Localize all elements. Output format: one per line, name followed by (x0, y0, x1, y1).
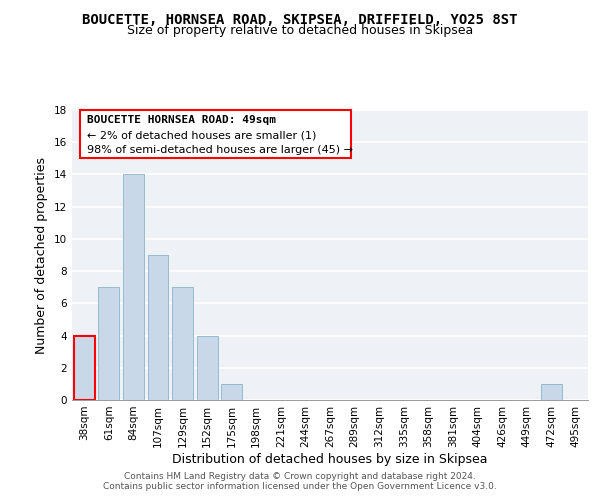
Bar (123, 174, 144, 400)
Bar (74, 336, 95, 400)
X-axis label: Distribution of detached houses by size in Skipsea: Distribution of detached houses by size … (172, 452, 488, 466)
Text: ← 2% of detached houses are smaller (1): ← 2% of detached houses are smaller (1) (88, 130, 317, 140)
Text: BOUCETTE HORNSEA ROAD: 49sqm: BOUCETTE HORNSEA ROAD: 49sqm (88, 115, 277, 125)
Text: Contains public sector information licensed under the Open Government Licence v3: Contains public sector information licen… (103, 482, 497, 491)
Text: BOUCETTE, HORNSEA ROAD, SKIPSEA, DRIFFIELD, YO25 8ST: BOUCETTE, HORNSEA ROAD, SKIPSEA, DRIFFIE… (82, 12, 518, 26)
Text: 98% of semi-detached houses are larger (45) →: 98% of semi-detached houses are larger (… (88, 146, 353, 156)
Bar (148, 255, 169, 400)
Bar (98, 287, 119, 400)
Bar (541, 384, 562, 400)
Bar (172, 287, 193, 400)
FancyBboxPatch shape (80, 110, 350, 158)
Bar (197, 336, 218, 400)
Text: Size of property relative to detached houses in Skipsea: Size of property relative to detached ho… (127, 24, 473, 37)
Bar (221, 384, 242, 400)
Text: Contains HM Land Registry data © Crown copyright and database right 2024.: Contains HM Land Registry data © Crown c… (124, 472, 476, 481)
Y-axis label: Number of detached properties: Number of detached properties (35, 156, 49, 354)
